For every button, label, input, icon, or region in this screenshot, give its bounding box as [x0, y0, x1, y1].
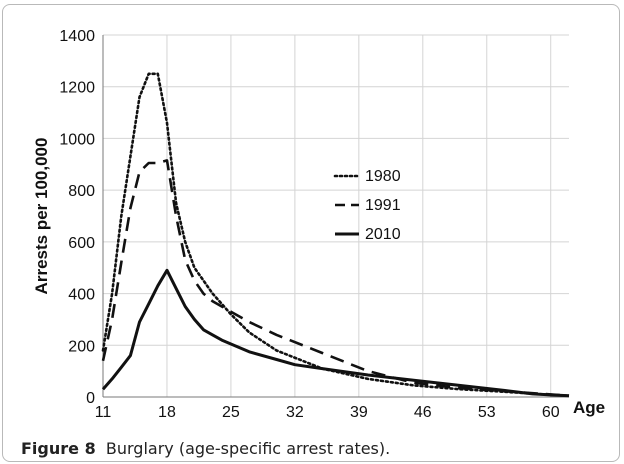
x-tick-label: 39	[350, 404, 368, 421]
y-tick-label: 400	[68, 287, 95, 304]
series-line-1980	[101, 72, 571, 398]
y-tick-label: 600	[68, 235, 95, 252]
y-axis-title: Arrests per 100,000	[32, 138, 51, 295]
y-tick-label: 1200	[59, 80, 95, 97]
y-tick-label: 0	[86, 390, 95, 407]
x-tick-label: 32	[286, 404, 304, 421]
figure-frame: 0 200 400 600 800 1000 1200 1400 11 18 25 32 39 46 53 6…	[2, 4, 620, 462]
y-tick-label: 200	[68, 338, 95, 355]
x-tick-label: 25	[222, 404, 240, 421]
legend-label-1991: 1991	[365, 197, 401, 214]
legend-label-2010: 2010	[365, 226, 401, 243]
series-lines	[101, 72, 571, 398]
legend-label-1980: 1980	[365, 168, 401, 185]
figure-caption: Figure 8 Burglary (age-specific arrest r…	[21, 439, 390, 458]
figure-label: Figure 8	[21, 439, 96, 458]
x-axis-title: Age	[573, 398, 605, 417]
x-tick-label: 53	[478, 404, 496, 421]
grid-lines	[102, 34, 569, 398]
x-tick-label: 46	[414, 404, 432, 421]
x-tick-label: 60	[542, 404, 560, 421]
x-tick-label: 18	[158, 404, 176, 421]
legend: 1980 1991 2010	[333, 168, 401, 243]
series-line-1991	[101, 159, 570, 397]
x-tick-label: 11	[95, 404, 112, 421]
line-chart: 0 200 400 600 800 1000 1200 1400 11 18 25 32 39 46 53 6…	[32, 28, 605, 421]
figure-caption-text: Burglary (age-specific arrest rates).	[105, 439, 391, 458]
y-tick-label: 800	[68, 183, 95, 200]
series-line-2010	[101, 268, 570, 398]
y-tick-label: 1400	[59, 28, 95, 45]
y-tick-label: 1000	[59, 131, 95, 148]
